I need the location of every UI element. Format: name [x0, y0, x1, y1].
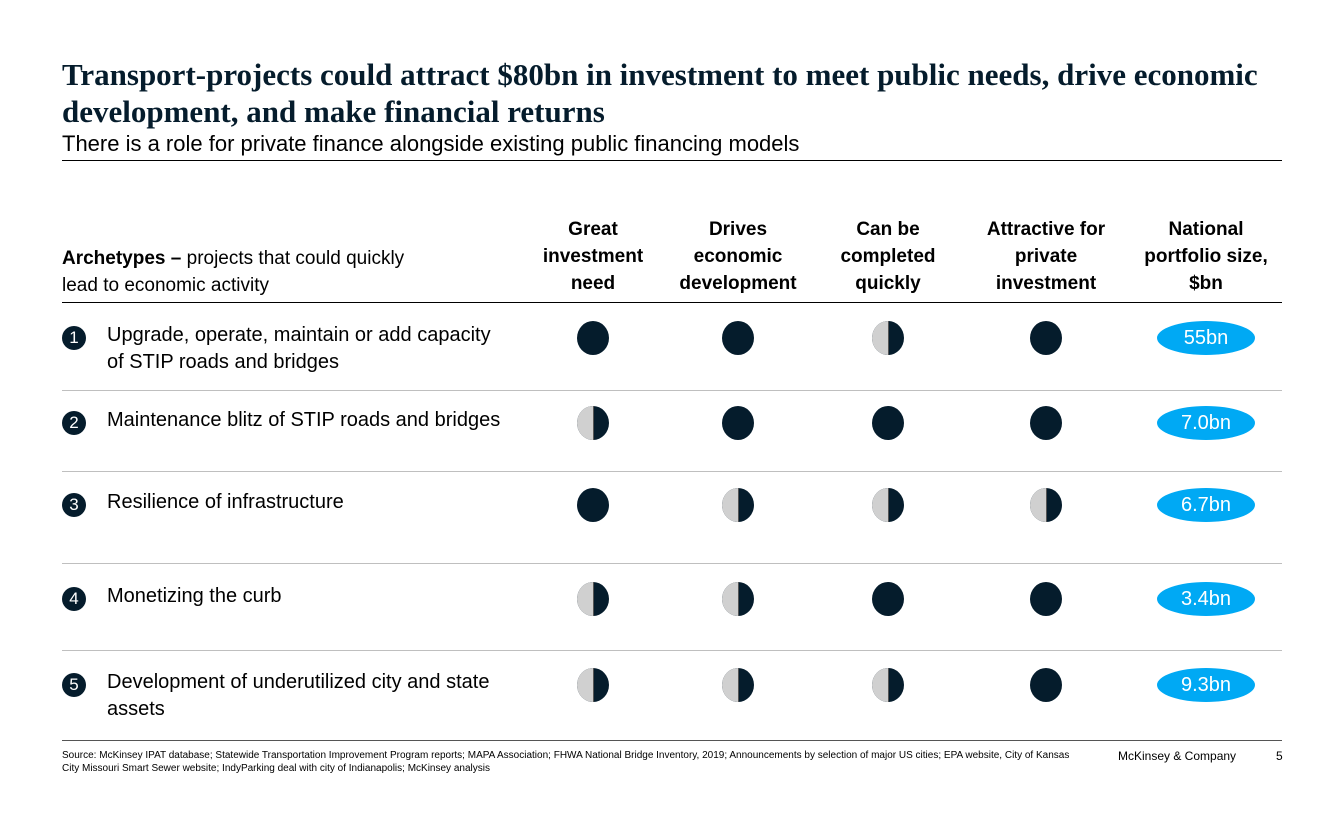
- half-harvey-ball-icon: [872, 488, 904, 522]
- full-harvey-ball-icon: [577, 488, 609, 522]
- archetype-label: Monetizing the curb: [107, 585, 282, 607]
- half-harvey-ball-icon: [872, 321, 904, 355]
- source-note: Source: McKinsey IPAT database; Statewid…: [62, 750, 1070, 774]
- column-header: Can be completed quickly: [840, 219, 936, 294]
- portfolio-size-pill: 6.7bn: [1157, 488, 1255, 522]
- row-number-badge: 3: [62, 493, 86, 517]
- row-number-badge: 5: [62, 673, 86, 697]
- row-number-badge: 1: [62, 326, 86, 350]
- slide-title: Transport-projects could attract $80bn i…: [62, 57, 1258, 129]
- row-number-badge: 2: [62, 411, 86, 435]
- full-harvey-ball-icon: [722, 321, 754, 355]
- archetypes-header: Archetypes – projects that could quickly…: [62, 245, 407, 299]
- row-divider: [62, 563, 1282, 564]
- half-harvey-ball-icon: [577, 406, 609, 440]
- archetypes-header-bold: Archetypes –: [62, 248, 182, 269]
- full-harvey-ball-icon: [577, 321, 609, 355]
- half-harvey-ball-icon: [1030, 488, 1062, 522]
- portfolio-size-pill: 9.3bn: [1157, 668, 1255, 702]
- portfolio-size-pill: 55bn: [1157, 321, 1255, 355]
- row-divider: [62, 471, 1282, 472]
- row-divider: [62, 650, 1282, 651]
- full-harvey-ball-icon: [722, 406, 754, 440]
- header-rule: [62, 302, 1282, 303]
- portfolio-size-pill: 7.0bn: [1157, 406, 1255, 440]
- column-header: Great investment need: [542, 219, 644, 294]
- page-number: 5: [1276, 749, 1283, 763]
- slide-subtitle: There is a role for private finance alon…: [62, 131, 800, 156]
- archetype-label: Development of underutilized city and st…: [107, 671, 490, 720]
- full-harvey-ball-icon: [872, 406, 904, 440]
- brand-name: McKinsey & Company: [1118, 749, 1237, 763]
- full-harvey-ball-icon: [1030, 582, 1062, 616]
- half-harvey-ball-icon: [722, 582, 754, 616]
- portfolio-size-pill: 3.4bn: [1157, 582, 1255, 616]
- full-harvey-ball-icon: [872, 582, 904, 616]
- column-header: Drives economic development: [679, 219, 797, 294]
- half-harvey-ball-icon: [722, 488, 754, 522]
- half-harvey-ball-icon: [577, 582, 609, 616]
- row-divider: [62, 390, 1282, 391]
- footer-rule: [62, 740, 1282, 741]
- archetype-label: Resilience of infrastructure: [107, 491, 344, 513]
- column-header: National portfolio size, $bn: [1144, 219, 1268, 294]
- archetype-label: Maintenance blitz of STIP roads and brid…: [107, 409, 501, 431]
- column-header: Attractive for private investment: [986, 219, 1106, 294]
- title-rule: [62, 160, 1282, 161]
- full-harvey-ball-icon: [1030, 321, 1062, 355]
- archetype-label: Upgrade, operate, maintain or add capaci…: [107, 324, 491, 373]
- full-harvey-ball-icon: [1030, 406, 1062, 440]
- half-harvey-ball-icon: [872, 668, 904, 702]
- archetypes-header-text: projects that could quickly lead to econ…: [62, 248, 405, 296]
- half-harvey-ball-icon: [722, 668, 754, 702]
- full-harvey-ball-icon: [1030, 668, 1062, 702]
- half-harvey-ball-icon: [577, 668, 609, 702]
- row-number-badge: 4: [62, 587, 86, 611]
